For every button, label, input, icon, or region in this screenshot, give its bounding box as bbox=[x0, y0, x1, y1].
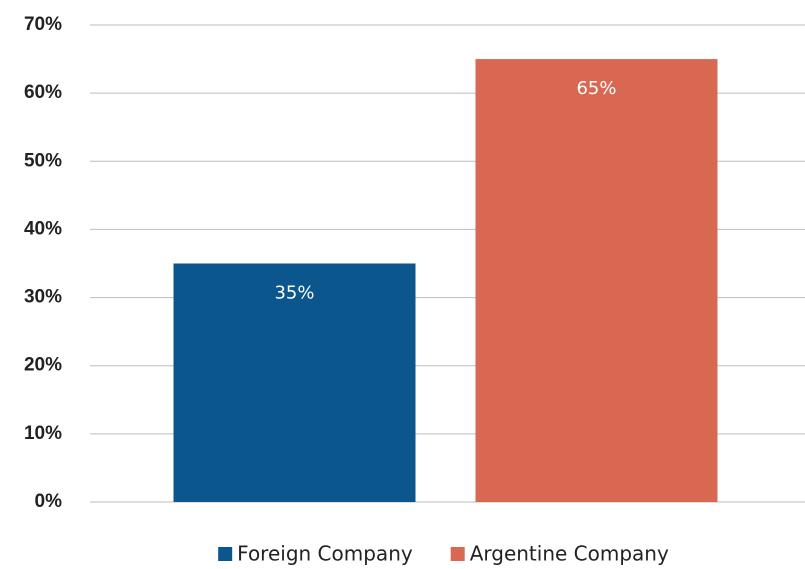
legend-label: Foreign Company bbox=[237, 542, 413, 566]
y-tick-label: 60% bbox=[24, 82, 62, 103]
legend-label: Argentine Company bbox=[470, 542, 669, 566]
y-tick-label: 20% bbox=[24, 355, 62, 376]
data-label: 35% bbox=[274, 283, 314, 304]
data-label: 65% bbox=[576, 78, 616, 99]
bar bbox=[173, 263, 416, 502]
y-tick-label: 30% bbox=[24, 287, 62, 308]
y-tick-label: 10% bbox=[24, 423, 62, 444]
y-tick-label: 40% bbox=[24, 218, 62, 239]
y-tick-label: 50% bbox=[24, 150, 62, 171]
y-tick-label: 0% bbox=[35, 491, 63, 512]
y-tick-label: 70% bbox=[24, 14, 62, 35]
bar bbox=[475, 59, 718, 502]
legend-swatch bbox=[450, 547, 465, 561]
legend-swatch bbox=[218, 547, 233, 561]
